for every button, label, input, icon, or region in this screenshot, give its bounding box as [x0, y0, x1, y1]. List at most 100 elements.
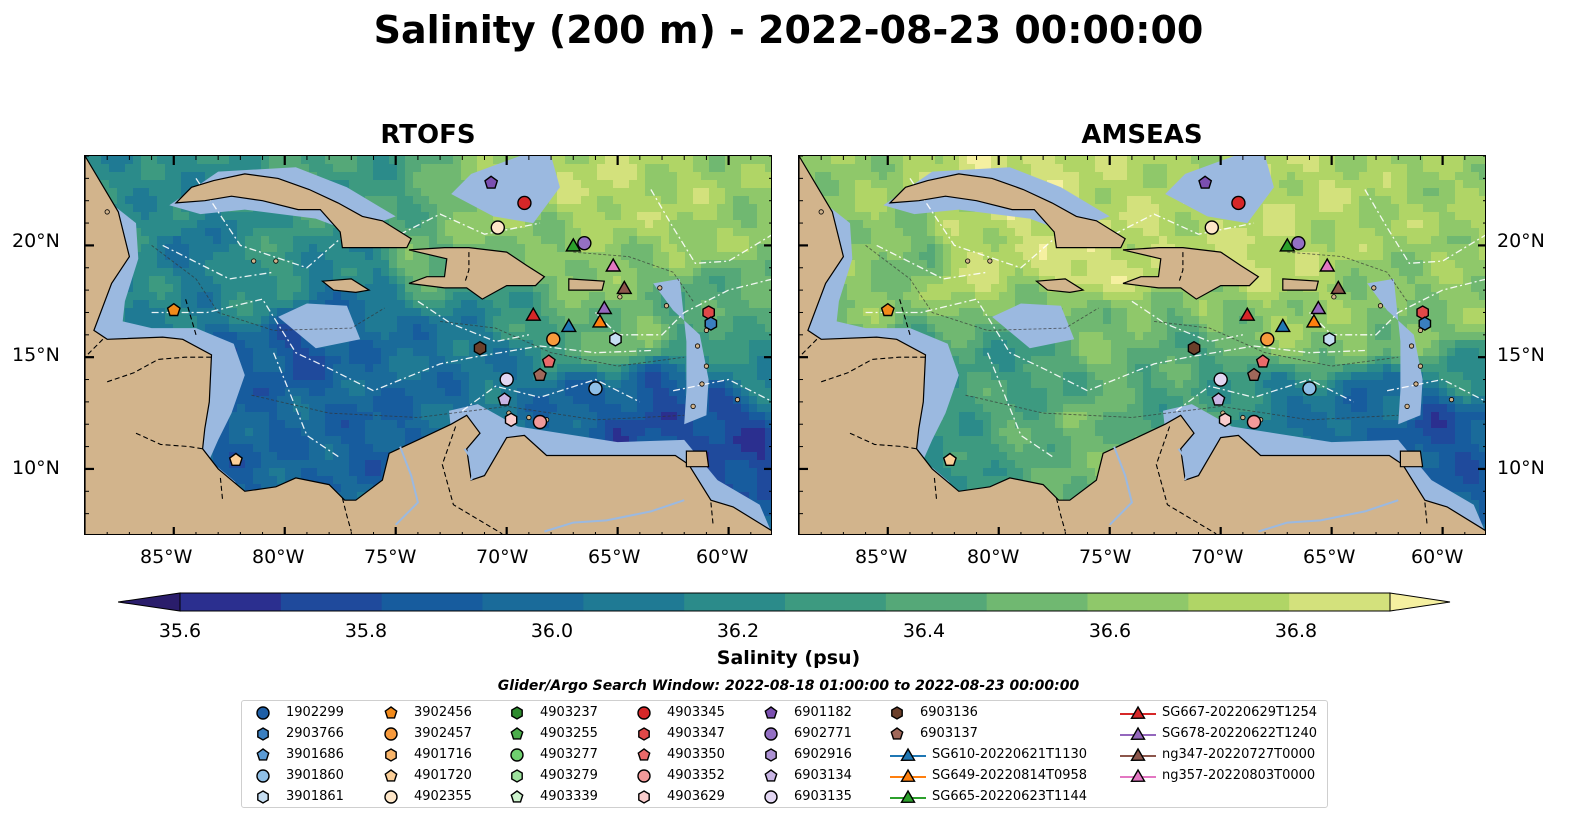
lon-tick-80w-left: 80°W: [252, 546, 305, 568]
legend-label: 6902916: [794, 747, 852, 762]
legend-label: ng347-20220727T0000: [1162, 747, 1316, 762]
legend-marker-icon: [510, 727, 524, 740]
marker-4901720: [942, 452, 957, 466]
legend-label: SG649-20220814T0958: [932, 768, 1088, 783]
lat-tick-10n-left: 10°N: [12, 457, 60, 479]
legend-label: 4903339: [540, 789, 598, 804]
marker-3901861: [1323, 331, 1336, 347]
marker-6902771: [577, 235, 592, 251]
legend-label: 6903134: [794, 768, 852, 783]
map-amseas[interactable]: [798, 155, 1486, 535]
marker-SG649-20220814T0958: [591, 313, 609, 328]
legend-label: 3902456: [414, 705, 472, 720]
marker-6903136: [1187, 340, 1201, 356]
colorbar-segment: [1289, 593, 1391, 611]
legend-marker-icon: [385, 748, 397, 762]
marker-4902355: [1204, 220, 1219, 235]
marker-SG610-20220621T1130: [560, 317, 577, 333]
colorbar-segment: [280, 593, 383, 611]
marker-3901860: [1302, 381, 1317, 396]
marker-ng357-20220803T0000: [1319, 257, 1336, 272]
axis-ticks: [799, 156, 1485, 534]
legend-label: 6903136: [920, 705, 978, 720]
legend-title: Glider/Argo Search Window: 2022-08-18 01…: [497, 678, 1080, 694]
colorbar-tick: 35.8: [344, 620, 388, 642]
lon-tick-70w-left: 70°W: [476, 546, 529, 568]
legend-label: 2903766: [286, 726, 344, 741]
colorbar-segment: [1188, 593, 1290, 611]
marker-6903134: [1211, 392, 1226, 406]
legend-hexagon-icon: [511, 769, 523, 783]
legend-pentagon-icon: [384, 769, 398, 782]
colorbar-extend-high: [1389, 592, 1451, 612]
marker-3901861: [609, 331, 622, 347]
legend-label: 4903347: [667, 726, 725, 741]
marker-6901182: [484, 175, 499, 189]
lon-tick-85w-right: 85°W: [855, 546, 908, 568]
legend-label: 4903279: [540, 768, 598, 783]
legend-pentagon-icon: [764, 769, 778, 782]
colorbar-segment: [583, 593, 685, 611]
legend-hexagon-icon: [385, 748, 397, 762]
legend-marker-icon: [890, 727, 904, 740]
legend-triangle-icon: [900, 747, 916, 762]
legend-marker-icon: [1120, 705, 1156, 720]
legend-label: 4902355: [414, 789, 472, 804]
lon-tick-70w-right: 70°W: [1191, 546, 1244, 568]
legend-triangle-icon: [1130, 726, 1146, 741]
marker-SG667-20220629T1254: [1239, 306, 1256, 321]
marker-SG678-20220622T1240: [1310, 300, 1327, 315]
lat-tick-15n-right: 15°N: [1497, 344, 1545, 366]
bathymetry-contours: [151, 245, 694, 421]
marker-4903629: [1218, 412, 1232, 428]
colorbar-tick: 35.6: [158, 620, 202, 642]
legend-marker-icon: [1120, 747, 1156, 762]
legend-label: SG610-20220621T1130: [932, 747, 1088, 762]
legend-marker-icon: [256, 706, 270, 720]
legend-marker-icon: [638, 790, 650, 804]
legend-label: 1902299: [286, 705, 344, 720]
legend-hexagon-icon: [257, 790, 269, 804]
colorbar-segment: [785, 593, 887, 611]
legend-marker-icon: [764, 769, 778, 782]
legend-marker-icon: [384, 790, 398, 804]
legend-marker-icon: [890, 789, 926, 804]
lon-tick-65w-right: 65°W: [1303, 546, 1356, 568]
legend-label: ng357-20220803T0000: [1162, 768, 1316, 783]
legend-pentagon-icon: [764, 706, 778, 719]
legend-pentagon-icon: [510, 790, 524, 803]
legend-marker-icon: [764, 790, 778, 804]
marker-ng347-20220727T0000: [616, 279, 633, 295]
marker-6903137: [1246, 367, 1261, 382]
legend-marker-icon: [637, 748, 651, 761]
marker-SG665-20220623T1144: [565, 237, 582, 252]
map-rtofs[interactable]: [84, 155, 772, 535]
legend-marker-icon: [637, 769, 651, 783]
legend-marker-icon: [384, 769, 398, 782]
lon-tick-80w-right: 80°W: [967, 546, 1020, 568]
legend-circle-icon: [510, 748, 524, 762]
legend-label: SG667-20220629T1254: [1162, 705, 1318, 720]
marker-SG667-20220629T1254: [525, 306, 542, 321]
country-borders: [799, 252, 1428, 534]
legend-hexagon-icon: [638, 790, 650, 804]
colorbar-segment: [1087, 593, 1189, 611]
observation-markers[interactable]: [880, 175, 1432, 466]
colorbar-segment: [684, 593, 786, 611]
observation-markers[interactable]: [166, 175, 718, 466]
legend-triangle-icon: [900, 768, 916, 783]
legend-label: 4903277: [540, 747, 598, 762]
marker-3902457: [1260, 332, 1275, 347]
legend-marker-icon: [1120, 726, 1156, 741]
colorbar-tick: 36.6: [1088, 620, 1132, 642]
figure-title: Salinity (200 m) - 2022-08-23 00:00:00: [373, 8, 1204, 52]
marker-4901720: [228, 452, 243, 466]
marker-4903345: [517, 195, 532, 211]
colorbar-segment: [885, 593, 988, 611]
marker-SG665-20220623T1144: [1279, 237, 1296, 252]
legend-triangle-icon: [1130, 747, 1146, 762]
legend-hexagon-icon: [257, 727, 269, 741]
legend-label: 4903237: [540, 705, 598, 720]
legend-hexagon-icon: [511, 706, 523, 720]
legend-label: 3901686: [286, 747, 344, 762]
